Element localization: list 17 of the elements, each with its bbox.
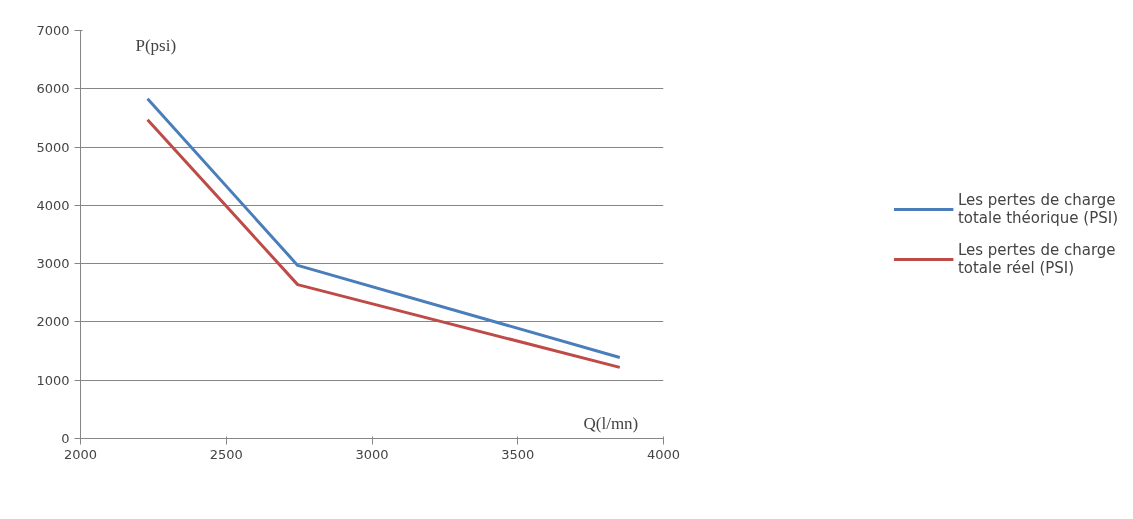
- y-tick-label: 5000: [36, 139, 70, 155]
- x-tick-label: 3500: [501, 446, 535, 462]
- y-tick-label: 1000: [36, 372, 70, 388]
- y-axis-title: P(psi): [135, 35, 177, 55]
- y-tick-label: 0: [61, 431, 70, 446]
- y-tick-label: 4000: [36, 197, 70, 213]
- y-tick-label: 6000: [36, 81, 70, 97]
- y-tick-label: 2000: [36, 314, 70, 330]
- legend-label: Les pertes de charge totale réel (PSI): [957, 241, 1116, 277]
- y-tick-label: 3000: [36, 256, 70, 272]
- x-tick-label: 2000: [63, 446, 98, 462]
- x-axis-title: Q(l/mn): [583, 413, 639, 433]
- x-tick-label: 3000: [355, 446, 389, 462]
- x-tick-label: 4000: [646, 446, 681, 462]
- y-tick-label: 7000: [36, 23, 70, 38]
- legend-label: Les pertes de charge totale théorique (PSI): [957, 191, 1119, 227]
- x-tick-label: 2500: [209, 446, 243, 462]
